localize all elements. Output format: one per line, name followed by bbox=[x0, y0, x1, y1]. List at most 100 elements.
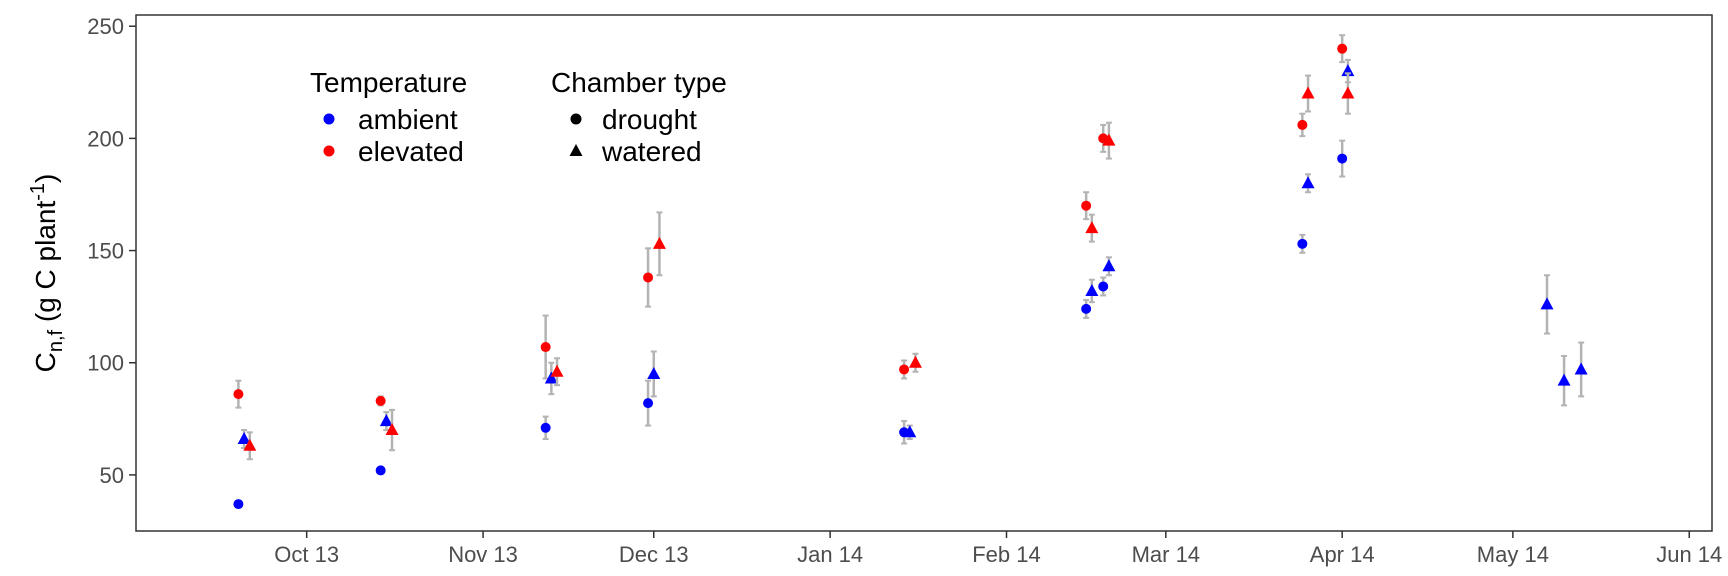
point-marker-triangle bbox=[903, 425, 917, 438]
y-axis-title-superscript: -1 bbox=[27, 183, 49, 201]
point-marker-triangle bbox=[1102, 133, 1116, 146]
x-axis: Oct 13 Nov 13 Dec 13 Jan 14 Feb 14 Mar 14 Apr … bbox=[274, 531, 1722, 567]
point-marker-triangle bbox=[544, 371, 558, 384]
point-marker-circle bbox=[1337, 153, 1348, 164]
data-point-ambient-watered bbox=[903, 424, 917, 441]
data-point-elevated-drought bbox=[1297, 112, 1308, 138]
point-marker-circle bbox=[1081, 200, 1092, 211]
data-point-ambient-watered bbox=[1557, 355, 1571, 407]
legend-chamber-title: Chamber type bbox=[551, 67, 727, 98]
x-tick-label: May 14 bbox=[1477, 542, 1549, 567]
point-marker-triangle bbox=[1085, 283, 1099, 296]
point-marker-triangle bbox=[1574, 362, 1588, 375]
data-point-ambient-watered bbox=[1102, 256, 1116, 277]
data-point-ambient-watered bbox=[647, 350, 661, 398]
data-point-ambient-drought bbox=[375, 465, 386, 476]
data-point-elevated-watered bbox=[1301, 74, 1315, 113]
x-tick-label: Mar 14 bbox=[1132, 542, 1200, 567]
y-tick-label: 200 bbox=[87, 126, 124, 151]
legend-watered-label: watered bbox=[601, 136, 702, 167]
data-point-ambient-drought bbox=[1098, 276, 1109, 297]
data-point-elevated-watered bbox=[1341, 72, 1355, 115]
legend-ambient-label: ambient bbox=[358, 104, 458, 135]
data-point-elevated-watered bbox=[1085, 213, 1099, 243]
point-marker-circle bbox=[233, 499, 244, 510]
point-marker-circle bbox=[540, 422, 551, 433]
point-marker-circle bbox=[643, 398, 654, 409]
legend-ambient-marker bbox=[323, 113, 335, 125]
data-points bbox=[233, 34, 1588, 510]
data-point-ambient-watered bbox=[1540, 274, 1554, 335]
point-marker-triangle bbox=[1301, 86, 1315, 99]
legend-temperature-title: Temperature bbox=[310, 67, 467, 98]
data-point-ambient-drought bbox=[1337, 139, 1348, 178]
point-marker-triangle bbox=[385, 423, 399, 436]
point-marker-triangle bbox=[1085, 221, 1099, 234]
x-tick-label: Oct 13 bbox=[274, 542, 339, 567]
point-marker-triangle bbox=[647, 366, 661, 379]
legend-watered-marker bbox=[569, 144, 583, 156]
data-point-elevated-drought bbox=[1081, 191, 1092, 221]
y-axis-title-units: (g C plant bbox=[30, 201, 61, 330]
data-point-ambient-drought bbox=[643, 379, 654, 427]
data-point-elevated-drought bbox=[375, 395, 386, 407]
point-marker-circle bbox=[375, 465, 386, 476]
y-tick-label: 50 bbox=[100, 463, 124, 488]
y-axis-title-main: C bbox=[30, 352, 61, 372]
data-point-ambient-watered bbox=[1301, 173, 1315, 194]
point-marker-circle bbox=[1081, 303, 1092, 314]
x-tick-label: Apr 14 bbox=[1310, 542, 1375, 567]
data-point-elevated-watered bbox=[908, 352, 922, 373]
data-point-elevated-watered bbox=[385, 408, 399, 452]
data-point-elevated-watered bbox=[550, 357, 564, 387]
y-axis-title-subscript: n,f bbox=[45, 329, 67, 352]
y-axis-title-close: ) bbox=[30, 174, 61, 183]
point-marker-triangle bbox=[908, 355, 922, 368]
point-marker-triangle bbox=[1341, 86, 1355, 99]
data-point-ambient-drought bbox=[1081, 298, 1092, 319]
legend: Temperature ambient elevated Chamber typ… bbox=[310, 67, 727, 167]
data-point-elevated-watered bbox=[243, 431, 257, 461]
point-marker-circle bbox=[1297, 119, 1308, 130]
data-point-ambient-drought bbox=[233, 499, 244, 510]
data-point-elevated-drought bbox=[899, 359, 910, 380]
point-marker-circle bbox=[1337, 43, 1348, 54]
point-marker-triangle bbox=[1301, 176, 1315, 189]
legend-elevated-label: elevated bbox=[358, 136, 464, 167]
x-tick-label: Jan 14 bbox=[797, 542, 863, 567]
y-tick-label: 250 bbox=[87, 14, 124, 39]
point-marker-circle bbox=[1098, 281, 1109, 292]
x-tick-label: Jun 14 bbox=[1656, 542, 1722, 567]
x-tick-label: Dec 13 bbox=[619, 542, 689, 567]
data-point-elevated-drought bbox=[643, 247, 654, 308]
point-marker-circle bbox=[540, 342, 551, 353]
point-marker-circle bbox=[375, 395, 386, 406]
point-marker-triangle bbox=[1557, 373, 1571, 386]
data-point-elevated-drought bbox=[1337, 34, 1348, 64]
point-marker-circle bbox=[643, 272, 654, 283]
point-marker-circle bbox=[233, 389, 244, 400]
plot-panel bbox=[135, 14, 1713, 532]
y-tick-label: 150 bbox=[87, 239, 124, 264]
point-marker-circle bbox=[899, 364, 910, 375]
data-point-ambient-drought bbox=[1297, 233, 1308, 254]
point-marker-triangle bbox=[652, 236, 666, 249]
data-point-ambient-watered bbox=[1574, 341, 1588, 398]
data-point-elevated-drought bbox=[233, 379, 244, 409]
legend-elevated-marker bbox=[323, 145, 335, 157]
data-point-ambient-watered bbox=[1085, 278, 1099, 304]
x-tick-label: Nov 13 bbox=[448, 542, 518, 567]
data-point-elevated-watered bbox=[1102, 121, 1116, 160]
point-marker-triangle bbox=[243, 438, 257, 451]
point-marker-triangle bbox=[550, 364, 564, 377]
point-marker-triangle bbox=[1341, 64, 1355, 77]
point-marker-triangle bbox=[379, 414, 393, 427]
point-marker-triangle bbox=[1540, 297, 1554, 310]
y-axis-title: Cn,f (g C plant-1) bbox=[27, 174, 67, 373]
legend-drought-marker bbox=[570, 113, 582, 125]
legend-drought-label: drought bbox=[602, 104, 697, 135]
data-point-ambient-watered bbox=[544, 361, 558, 396]
point-marker-triangle bbox=[237, 432, 251, 445]
point-marker-circle bbox=[1297, 238, 1308, 249]
